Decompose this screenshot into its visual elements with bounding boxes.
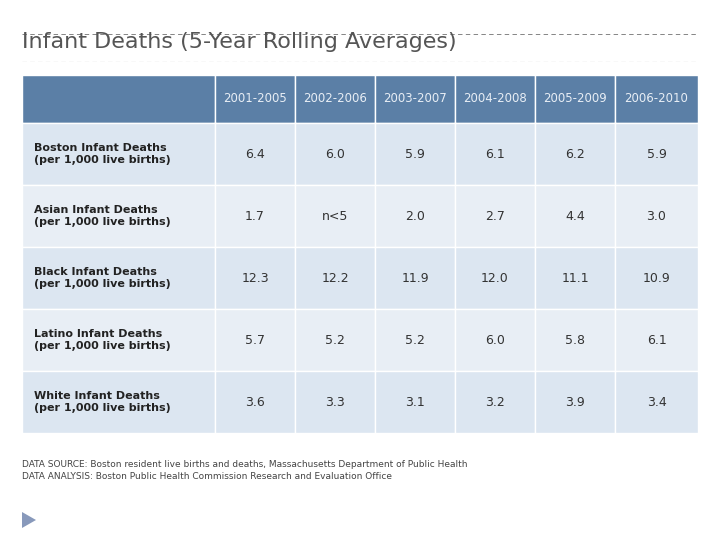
Text: n<5: n<5: [322, 210, 348, 222]
Text: 2.0: 2.0: [405, 210, 425, 222]
Text: 12.3: 12.3: [241, 272, 269, 285]
Text: 5.2: 5.2: [325, 334, 345, 347]
Text: 3.1: 3.1: [405, 395, 425, 408]
Text: 2002-2006: 2002-2006: [303, 92, 367, 105]
Text: DATA SOURCE: Boston resident live births and deaths, Massachusetts Department of: DATA SOURCE: Boston resident live births…: [22, 460, 467, 469]
Text: 6.0: 6.0: [325, 147, 345, 160]
Text: 5.9: 5.9: [405, 147, 425, 160]
Text: 10.9: 10.9: [643, 272, 670, 285]
Text: 5.8: 5.8: [565, 334, 585, 347]
Text: 6.0: 6.0: [485, 334, 505, 347]
Text: 5.7: 5.7: [245, 334, 265, 347]
Text: 4.4: 4.4: [565, 210, 585, 222]
Text: DATA ANALYSIS: Boston Public Health Commission Research and Evaluation Office: DATA ANALYSIS: Boston Public Health Comm…: [22, 472, 392, 481]
Text: Latino Infant Deaths
(per 1,000 live births): Latino Infant Deaths (per 1,000 live bir…: [34, 329, 171, 351]
Text: 2003-2007: 2003-2007: [383, 92, 447, 105]
Text: 5.2: 5.2: [405, 334, 425, 347]
Text: 12.2: 12.2: [321, 272, 348, 285]
Text: 3.4: 3.4: [647, 395, 667, 408]
Text: 2005-2009: 2005-2009: [543, 92, 607, 105]
Text: 5.9: 5.9: [647, 147, 667, 160]
Text: 2006-2010: 2006-2010: [624, 92, 688, 105]
Text: 3.2: 3.2: [485, 395, 505, 408]
Text: 6.1: 6.1: [647, 334, 667, 347]
Text: Infant Deaths (5-Year Rolling Averages): Infant Deaths (5-Year Rolling Averages): [22, 32, 456, 52]
Text: 11.9: 11.9: [401, 272, 429, 285]
Text: 2004-2008: 2004-2008: [463, 92, 527, 105]
Text: 6.1: 6.1: [485, 147, 505, 160]
Text: 12.0: 12.0: [481, 272, 509, 285]
Text: 11.1: 11.1: [561, 272, 589, 285]
Text: White Infant Deaths
(per 1,000 live births): White Infant Deaths (per 1,000 live birt…: [34, 391, 171, 413]
Text: 2001-2005: 2001-2005: [223, 92, 287, 105]
Text: 3.9: 3.9: [565, 395, 585, 408]
Text: Asian Infant Deaths
(per 1,000 live births): Asian Infant Deaths (per 1,000 live birt…: [34, 205, 171, 227]
Text: 6.2: 6.2: [565, 147, 585, 160]
Text: 3.6: 3.6: [245, 395, 265, 408]
Text: 1.7: 1.7: [245, 210, 265, 222]
Text: 3.3: 3.3: [325, 395, 345, 408]
Text: 2.7: 2.7: [485, 210, 505, 222]
Text: 6.4: 6.4: [245, 147, 265, 160]
Text: Boston Infant Deaths
(per 1,000 live births): Boston Infant Deaths (per 1,000 live bir…: [34, 143, 171, 165]
Polygon shape: [22, 512, 36, 528]
Text: Black Infant Deaths
(per 1,000 live births): Black Infant Deaths (per 1,000 live birt…: [34, 267, 171, 289]
Text: 3.0: 3.0: [647, 210, 667, 222]
